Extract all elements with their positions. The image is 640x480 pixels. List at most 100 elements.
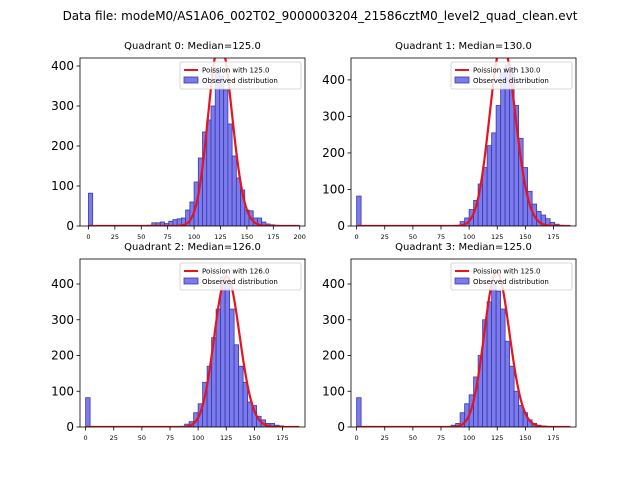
legend-box [450, 262, 573, 291]
y-tick-label: 100 [51, 384, 74, 398]
histogram-bar [242, 381, 249, 427]
x-tick-label: 175 [276, 434, 288, 442]
legend-observed-swatch [183, 76, 199, 84]
y-tick-label: 100 [51, 179, 74, 193]
legend-observed-label: Observed distribution [473, 77, 549, 85]
histogram-bar [219, 75, 225, 226]
panel-title: Quadrant 3: Median=125.0 [395, 242, 532, 253]
histogram-bar [513, 390, 520, 427]
x-tick-label: 150 [519, 434, 531, 442]
panel-quadrant-3: Quadrant 3: Median=125.0 0 100 200 300 400 0 25… [322, 242, 577, 442]
legend-observed-swatch [454, 277, 470, 285]
axes-frame [79, 258, 306, 428]
legend-observed-swatch [183, 277, 199, 285]
histogram-bar [231, 155, 237, 226]
legend-box [179, 262, 302, 291]
axes-frame [350, 258, 577, 428]
x-tick-label: 50 [138, 434, 146, 442]
legend-box [450, 61, 573, 90]
histogram-bar [509, 365, 515, 427]
legend: Poission with 126.0 Observed distribution [179, 262, 302, 291]
x-tick-label: 125 [491, 434, 503, 442]
histogram-bar [486, 145, 493, 226]
figure-suptitle: Data file: modeM0/AS1A06_002T02_90000032… [63, 9, 578, 23]
panel-title: Quadrant 2: Median=126.0 [124, 242, 261, 253]
legend: Poission with 125.0 Observed distribution [179, 61, 302, 90]
plot-area [356, 58, 571, 226]
histogram-bar [224, 283, 231, 427]
y-tick-label: 100 [322, 384, 345, 398]
x-tick-label: 150 [241, 233, 253, 241]
y-tick-label: 200 [322, 349, 345, 363]
poisson-fit-line [356, 58, 571, 226]
legend-observed-label: Observed distribution [202, 77, 278, 85]
histogram-bar [356, 397, 362, 427]
x-tick-label: 25 [381, 434, 389, 442]
subplot-grid: Quadrant 0: Median=125.0 0 100 200 300 400 0 25… [51, 41, 577, 442]
panel-quadrant-2: Quadrant 2: Median=126.0 0 100 200 300 400 0 25… [51, 242, 306, 442]
y-tick-label: 400 [322, 277, 345, 291]
x-tick-label: 100 [192, 434, 204, 442]
y-tick-label: 400 [51, 59, 74, 73]
y-tick-label: 200 [51, 139, 74, 153]
poisson-fit-line [85, 275, 300, 427]
x-tick-label: 125 [214, 233, 226, 241]
x-tick-label: 50 [409, 233, 417, 241]
histogram-bar [223, 89, 229, 226]
histogram-bar [85, 397, 91, 427]
x-tick-label: 0 [355, 434, 359, 442]
x-tick-label: 25 [110, 434, 118, 442]
y-tick-label: 0 [337, 420, 345, 434]
histogram-bar [88, 192, 94, 226]
x-tick-label: 0 [86, 233, 90, 241]
legend-box [179, 61, 302, 90]
legend-fit-label: Poission with 126.0 [202, 268, 270, 276]
poisson-fit-line [356, 270, 571, 427]
histogram-bar [206, 119, 212, 226]
x-tick-label: 25 [111, 233, 119, 241]
panel-title: Quadrant 0: Median=125.0 [124, 41, 261, 52]
legend: Poission with 130.0 Observed distribution [450, 61, 573, 90]
y-tick-label: 400 [51, 277, 74, 291]
axes-frame [350, 57, 577, 227]
histogram-bar [486, 301, 493, 427]
histogram-bar [495, 290, 502, 427]
x-tick-label: 125 [491, 233, 503, 241]
x-tick-label: 75 [437, 434, 445, 442]
y-tick-label: 300 [51, 99, 74, 113]
x-tick-label: 75 [437, 233, 445, 241]
x-tick-label: 200 [294, 233, 306, 241]
histogram-bar [356, 195, 362, 226]
x-tick-label: 50 [409, 434, 417, 442]
x-tick-label: 75 [166, 434, 174, 442]
histogram-bar [210, 105, 216, 226]
plot-area [356, 270, 571, 427]
x-tick-label: 50 [137, 233, 145, 241]
x-tick-label: 125 [220, 434, 232, 442]
y-tick-label: 0 [337, 219, 345, 233]
legend-observed-label: Observed distribution [202, 278, 278, 286]
y-tick-label: 300 [322, 313, 345, 327]
y-tick-label: 100 [322, 182, 345, 196]
y-tick-label: 400 [322, 73, 345, 87]
histogram-bar [504, 340, 511, 427]
y-tick-label: 0 [66, 420, 74, 434]
y-tick-label: 200 [322, 146, 345, 160]
histogram-bar [238, 365, 244, 427]
y-tick-label: 300 [51, 313, 74, 327]
x-tick-label: 25 [381, 233, 389, 241]
x-tick-label: 0 [84, 434, 88, 442]
legend: Poission with 125.0 Observed distribution [450, 262, 573, 291]
panel-title: Quadrant 1: Median=130.0 [395, 41, 532, 52]
x-tick-label: 75 [164, 233, 172, 241]
x-tick-label: 175 [547, 434, 559, 442]
legend-observed-label: Observed distribution [473, 278, 549, 286]
histogram-bar [500, 72, 506, 226]
histogram-bar [227, 123, 233, 226]
y-tick-label: 200 [51, 349, 74, 363]
histogram-bar [214, 67, 220, 226]
panel-quadrant-0: Quadrant 0: Median=125.0 0 100 200 300 400 0 25… [51, 41, 306, 241]
x-tick-label: 100 [463, 233, 475, 241]
x-tick-label: 0 [355, 233, 359, 241]
